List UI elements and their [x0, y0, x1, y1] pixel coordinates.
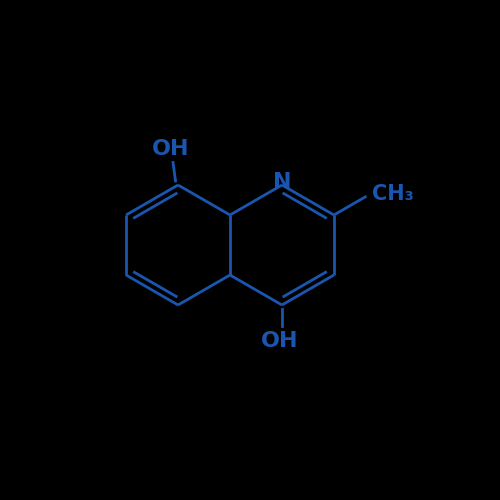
- Text: OH: OH: [152, 139, 190, 159]
- Text: OH: OH: [260, 331, 298, 351]
- Text: CH₃: CH₃: [372, 184, 414, 204]
- Text: N: N: [272, 172, 291, 193]
